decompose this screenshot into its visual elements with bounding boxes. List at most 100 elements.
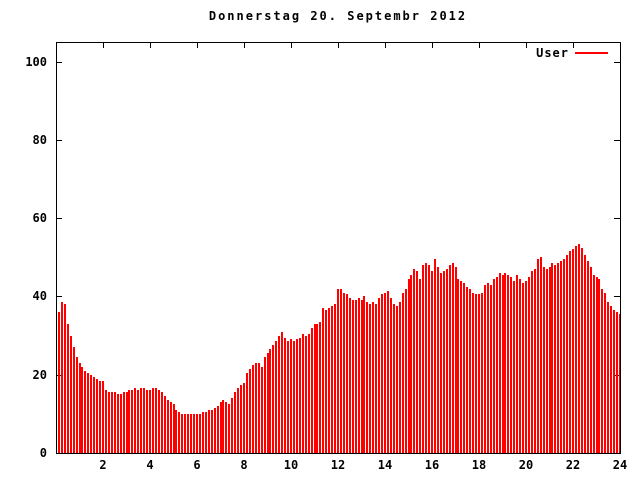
x-tick-label: 2 xyxy=(99,458,106,472)
y-tick-label: 20 xyxy=(33,368,47,382)
impulse-bar xyxy=(296,339,298,453)
impulse-bar xyxy=(284,338,286,453)
chart-title: Donnerstag 20. Septembr 2012 xyxy=(208,9,468,23)
impulse-bar xyxy=(581,248,583,453)
x-tick-label: 22 xyxy=(566,458,580,472)
impulse-bar xyxy=(537,259,539,453)
impulse-bar xyxy=(543,267,545,453)
impulse-bar xyxy=(231,398,233,453)
impulse-bar xyxy=(93,377,95,453)
impulse-bar xyxy=(463,283,465,453)
impulse-bar xyxy=(487,283,489,453)
impulse-bar xyxy=(549,267,551,453)
impulse-bar xyxy=(269,349,271,453)
impulse-bar xyxy=(73,347,75,453)
impulse-bar xyxy=(531,271,533,453)
impulse-bar xyxy=(413,269,415,453)
impulse-bar xyxy=(325,310,327,453)
impulse-bar xyxy=(149,390,151,453)
x-tick-label: 24 xyxy=(613,458,627,472)
impulse-bar xyxy=(167,400,169,453)
impulse-bar xyxy=(457,279,459,453)
impulse-bar xyxy=(352,300,354,453)
impulse-bar xyxy=(584,255,586,453)
impulse-bar xyxy=(372,302,374,453)
impulse-bar xyxy=(434,259,436,453)
impulse-bar xyxy=(76,357,78,453)
impulse-bar xyxy=(610,306,612,453)
impulse-bar xyxy=(311,328,313,453)
impulse-bar xyxy=(70,336,72,453)
impulse-bar xyxy=(87,373,89,453)
impulse-bar xyxy=(569,251,571,453)
impulse-bar xyxy=(399,302,401,453)
impulse-bar xyxy=(513,281,515,453)
impulse-bar xyxy=(349,298,351,453)
impulse-bar xyxy=(510,277,512,453)
impulse-bar xyxy=(472,293,474,453)
impulse-bar xyxy=(572,249,574,453)
impulse-bar xyxy=(496,277,498,453)
legend-line-sample xyxy=(575,52,608,54)
impulse-bar xyxy=(67,324,69,453)
impulse-bar xyxy=(499,273,501,453)
impulse-bar xyxy=(187,414,189,453)
impulse-bar xyxy=(425,263,427,453)
impulse-bar xyxy=(193,414,195,453)
impulse-bar xyxy=(287,341,289,453)
x-tick-label: 4 xyxy=(146,458,153,472)
impulse-bar xyxy=(384,293,386,453)
impulse-bar xyxy=(155,388,157,453)
impulse-bar xyxy=(184,414,186,453)
impulse-bar xyxy=(305,336,307,453)
impulse-bar xyxy=(290,339,292,453)
impulse-bar xyxy=(337,289,339,453)
impulse-bar xyxy=(455,267,457,453)
impulse-bar xyxy=(437,267,439,453)
impulse-bar xyxy=(178,412,180,453)
impulse-bar xyxy=(58,312,60,453)
impulse-bar xyxy=(234,392,236,453)
impulse-bar xyxy=(249,369,251,453)
impulse-bar xyxy=(170,402,172,453)
x-tick-label: 18 xyxy=(472,458,486,472)
impulse-bar xyxy=(102,381,104,453)
impulse-bar xyxy=(281,332,283,453)
y-tick-label: 0 xyxy=(40,446,47,460)
x-tick-label: 10 xyxy=(284,458,298,472)
impulse-bar xyxy=(99,381,101,453)
impulse-bar xyxy=(507,275,509,453)
impulse-bar xyxy=(460,281,462,453)
impulse-bar xyxy=(343,293,345,453)
y-tick-label: 40 xyxy=(33,289,47,303)
impulse-bar xyxy=(369,304,371,453)
impulse-bar xyxy=(449,265,451,453)
impulse-bar xyxy=(366,302,368,453)
impulse-bar xyxy=(322,308,324,453)
impulse-bar xyxy=(123,392,125,453)
impulse-bar xyxy=(393,304,395,453)
impulse-bar xyxy=(355,300,357,453)
impulse-bar xyxy=(481,293,483,453)
impulse-bar xyxy=(181,414,183,453)
impulse-bar xyxy=(90,375,92,453)
impulse-bar xyxy=(516,275,518,453)
impulse-bar xyxy=(331,306,333,453)
impulse-bar xyxy=(126,392,128,453)
legend: User xyxy=(536,46,608,60)
impulse-bar xyxy=(428,265,430,453)
impulse-bar xyxy=(522,283,524,453)
impulse-bar xyxy=(566,255,568,453)
impulse-bar xyxy=(252,365,254,453)
impulse-bar xyxy=(601,289,603,453)
impulse-bar xyxy=(261,367,263,453)
impulse-bar xyxy=(237,388,239,453)
impulse-bar xyxy=(440,273,442,453)
impulse-bar xyxy=(205,412,207,453)
impulse-bar xyxy=(616,312,618,453)
x-tick-label: 8 xyxy=(240,458,247,472)
impulse-bar xyxy=(173,404,175,453)
impulse-bar xyxy=(363,296,365,453)
y-tick-label: 100 xyxy=(25,55,47,69)
impulse-bar xyxy=(484,285,486,453)
